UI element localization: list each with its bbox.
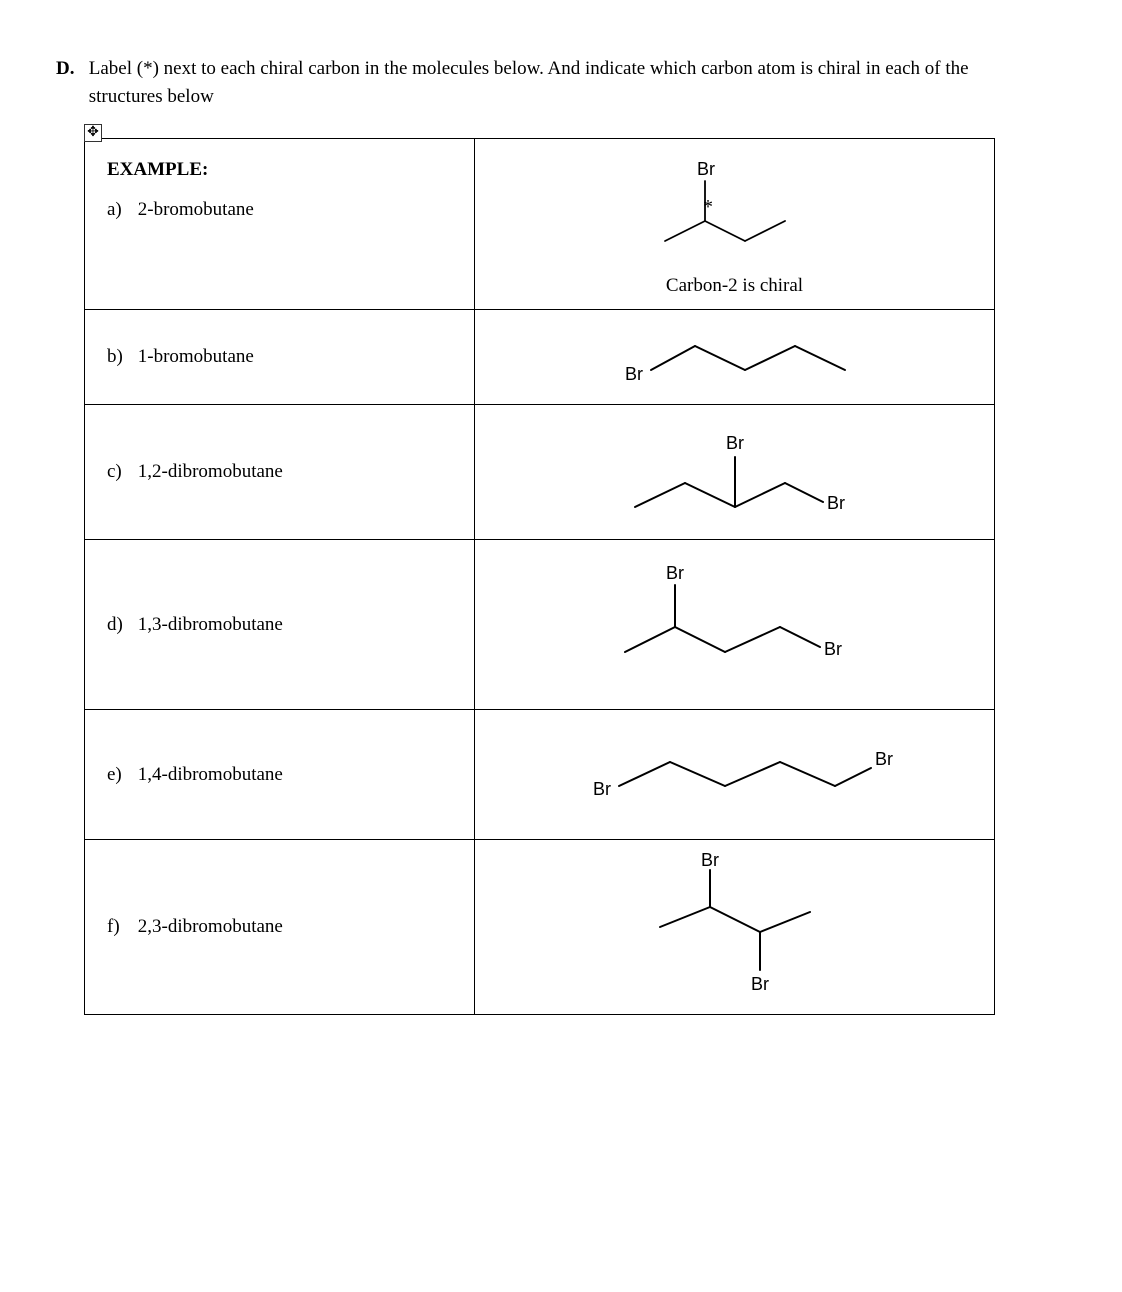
cell-left-d: d) 1,3-dibromobutane [85, 540, 475, 710]
compound-name: 2,3-dibromobutane [138, 916, 283, 937]
cell-right-e: Br Br [475, 710, 995, 840]
example-heading: EXAMPLE: [107, 159, 208, 180]
item-letter: a) [107, 199, 133, 221]
item-letter: d) [107, 614, 133, 636]
item-letter: b) [107, 346, 133, 368]
cell-left-b: b) 1-bromobutane [85, 310, 475, 405]
structure-f: Br Br [497, 852, 972, 1002]
svg-text:Br: Br [593, 779, 611, 799]
svg-text:Br: Br [697, 159, 715, 179]
cell-right-a: Br * Carbon-2 is chiral [475, 139, 995, 310]
structure-a: Br * [497, 151, 972, 271]
compound-name: 1,2-dibromobutane [138, 461, 283, 482]
svg-text:Br: Br [875, 749, 893, 769]
question-label: D. [56, 55, 84, 83]
item-letter: f) [107, 916, 133, 938]
svg-text:Br: Br [824, 639, 842, 659]
svg-text:Br: Br [726, 433, 744, 453]
cell-right-b: Br [475, 310, 995, 405]
item-letter: e) [107, 764, 133, 786]
structure-e: Br Br [497, 740, 972, 810]
cell-right-d: Br Br [475, 540, 995, 710]
table-row: d) 1,3-dibromobutane Br Br [85, 540, 995, 710]
cell-left-f: f) 2,3-dibromobutane [85, 840, 475, 1015]
svg-text:Br: Br [701, 852, 719, 870]
molecule-table: EXAMPLE: a) 2-bromobutane Br * Carbon-2 i… [84, 138, 995, 1015]
svg-text:Br: Br [666, 563, 684, 583]
cell-left-e: e) 1,4-dibromobutane [85, 710, 475, 840]
table-row: c) 1,2-dibromobutane Br Br [85, 405, 995, 540]
table-row: f) 2,3-dibromobutane Br Br [85, 840, 995, 1015]
cell-left-c: c) 1,2-dibromobutane [85, 405, 475, 540]
structure-b: Br [497, 322, 972, 392]
svg-text:*: * [703, 196, 713, 218]
cell-left-a: EXAMPLE: a) 2-bromobutane [85, 139, 475, 310]
item-letter: c) [107, 461, 133, 483]
svg-text:Br: Br [827, 493, 845, 513]
svg-text:Br: Br [625, 364, 643, 384]
svg-text:Br: Br [751, 974, 769, 994]
compound-name: 1-bromobutane [138, 346, 254, 367]
chiral-caption: Carbon-2 is chiral [497, 275, 972, 297]
cell-right-f: Br Br [475, 840, 995, 1015]
structure-d: Br Br [497, 557, 972, 692]
compound-name: 1,3-dibromobutane [138, 614, 283, 635]
structure-c: Br Br [497, 417, 972, 527]
table-row: b) 1-bromobutane Br [85, 310, 995, 405]
question-text: Label (*) next to each chiral carbon in … [89, 55, 969, 110]
table-row: EXAMPLE: a) 2-bromobutane Br * Carbon-2 i… [85, 139, 995, 310]
compound-name: 2-bromobutane [138, 199, 254, 220]
table-row: e) 1,4-dibromobutane Br Br [85, 710, 995, 840]
question-prompt: D. Label (*) next to each chiral carbon … [56, 55, 1077, 110]
cell-right-c: Br Br [475, 405, 995, 540]
compound-name: 1,4-dibromobutane [138, 764, 283, 785]
table-anchor-icon[interactable]: ✥ [84, 124, 102, 142]
